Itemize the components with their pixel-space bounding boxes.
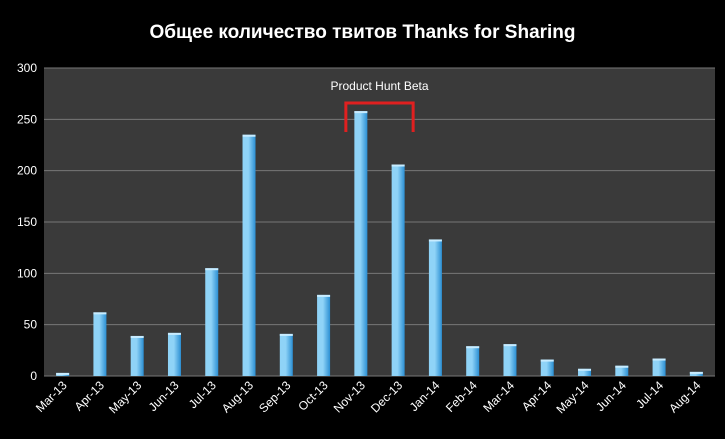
bar	[354, 111, 368, 377]
bars	[56, 111, 703, 377]
bar	[242, 134, 256, 376]
x-tick-label: Jun-13	[146, 378, 182, 414]
bar	[466, 346, 480, 376]
bar-top-highlight	[130, 335, 144, 338]
y-tick-label: 250	[17, 112, 37, 126]
x-tick-label: Jan-14	[407, 378, 443, 414]
x-tick-label: May-14	[553, 378, 591, 416]
bar-top-highlight	[205, 268, 219, 271]
y-tick-label: 100	[17, 266, 37, 280]
x-tick-label: Aug-14	[666, 378, 703, 415]
x-tick-label: Aug-13	[219, 378, 256, 415]
bar-top-highlight	[317, 294, 331, 297]
x-tick-label: Apr-14	[519, 378, 555, 414]
x-tick-label: Jul-13	[186, 378, 219, 411]
bar	[428, 239, 442, 376]
y-tick-label: 300	[17, 61, 37, 75]
bar-top-highlight	[540, 359, 554, 362]
x-axis-ticks: Mar-13 Apr-13 May-13 Jun-13 Jul-13 Aug-13 Sep-…	[33, 378, 704, 416]
y-axis-ticks: 0 50 100 150 200 250 300	[17, 61, 37, 383]
x-tick-label: Oct-13	[295, 378, 331, 414]
bar	[317, 294, 331, 376]
x-tick-label: Feb-14	[443, 378, 480, 415]
x-tick-label: May-13	[106, 378, 144, 416]
bar	[205, 268, 219, 376]
bar-top-highlight	[615, 365, 629, 368]
bar	[615, 365, 629, 376]
x-tick-label: Jun-14	[593, 378, 629, 414]
annotations: Product Hunt Beta	[330, 79, 429, 132]
x-tick-label: Mar-13	[33, 378, 70, 415]
bar-top-highlight	[167, 332, 181, 335]
y-tick-label: 0	[30, 369, 37, 383]
bar-top-highlight	[391, 164, 405, 167]
y-tick-label: 150	[17, 215, 37, 229]
bar	[93, 312, 107, 376]
x-tick-label: Mar-14	[480, 378, 517, 415]
bar-top-highlight	[354, 111, 368, 114]
bar	[391, 164, 405, 376]
y-tick-label: 200	[17, 164, 37, 178]
x-tick-label: Dec-13	[368, 378, 405, 415]
bar-top-highlight	[428, 239, 442, 242]
annotation-bracket	[344, 101, 415, 132]
x-tick-label: Jul-14	[633, 378, 666, 411]
x-tick-label: Sep-13	[256, 378, 293, 415]
bar-top-highlight	[56, 372, 70, 375]
bar-top-highlight	[279, 333, 293, 336]
bar	[540, 359, 554, 376]
bar	[652, 358, 666, 376]
bar-top-highlight	[466, 346, 480, 349]
annotation-label: Product Hunt Beta	[330, 79, 428, 93]
x-tick-label: Nov-13	[331, 378, 368, 415]
bar	[167, 332, 181, 376]
x-tick-label: Apr-13	[72, 378, 108, 414]
y-tick-label: 50	[24, 318, 38, 332]
bar-top-highlight	[242, 134, 256, 137]
bar	[279, 333, 293, 376]
bar	[130, 335, 144, 376]
chart-title: Общее количество твитов Thanks for Shari…	[149, 22, 576, 43]
bar-top-highlight	[652, 358, 666, 361]
bar	[689, 371, 703, 376]
bar-top-highlight	[503, 344, 517, 347]
bar-top-highlight	[93, 312, 107, 315]
gridlines	[44, 67, 715, 377]
bar	[578, 368, 592, 376]
bar-top-highlight	[689, 371, 703, 374]
bar	[503, 344, 517, 376]
bar-top-highlight	[578, 368, 592, 371]
